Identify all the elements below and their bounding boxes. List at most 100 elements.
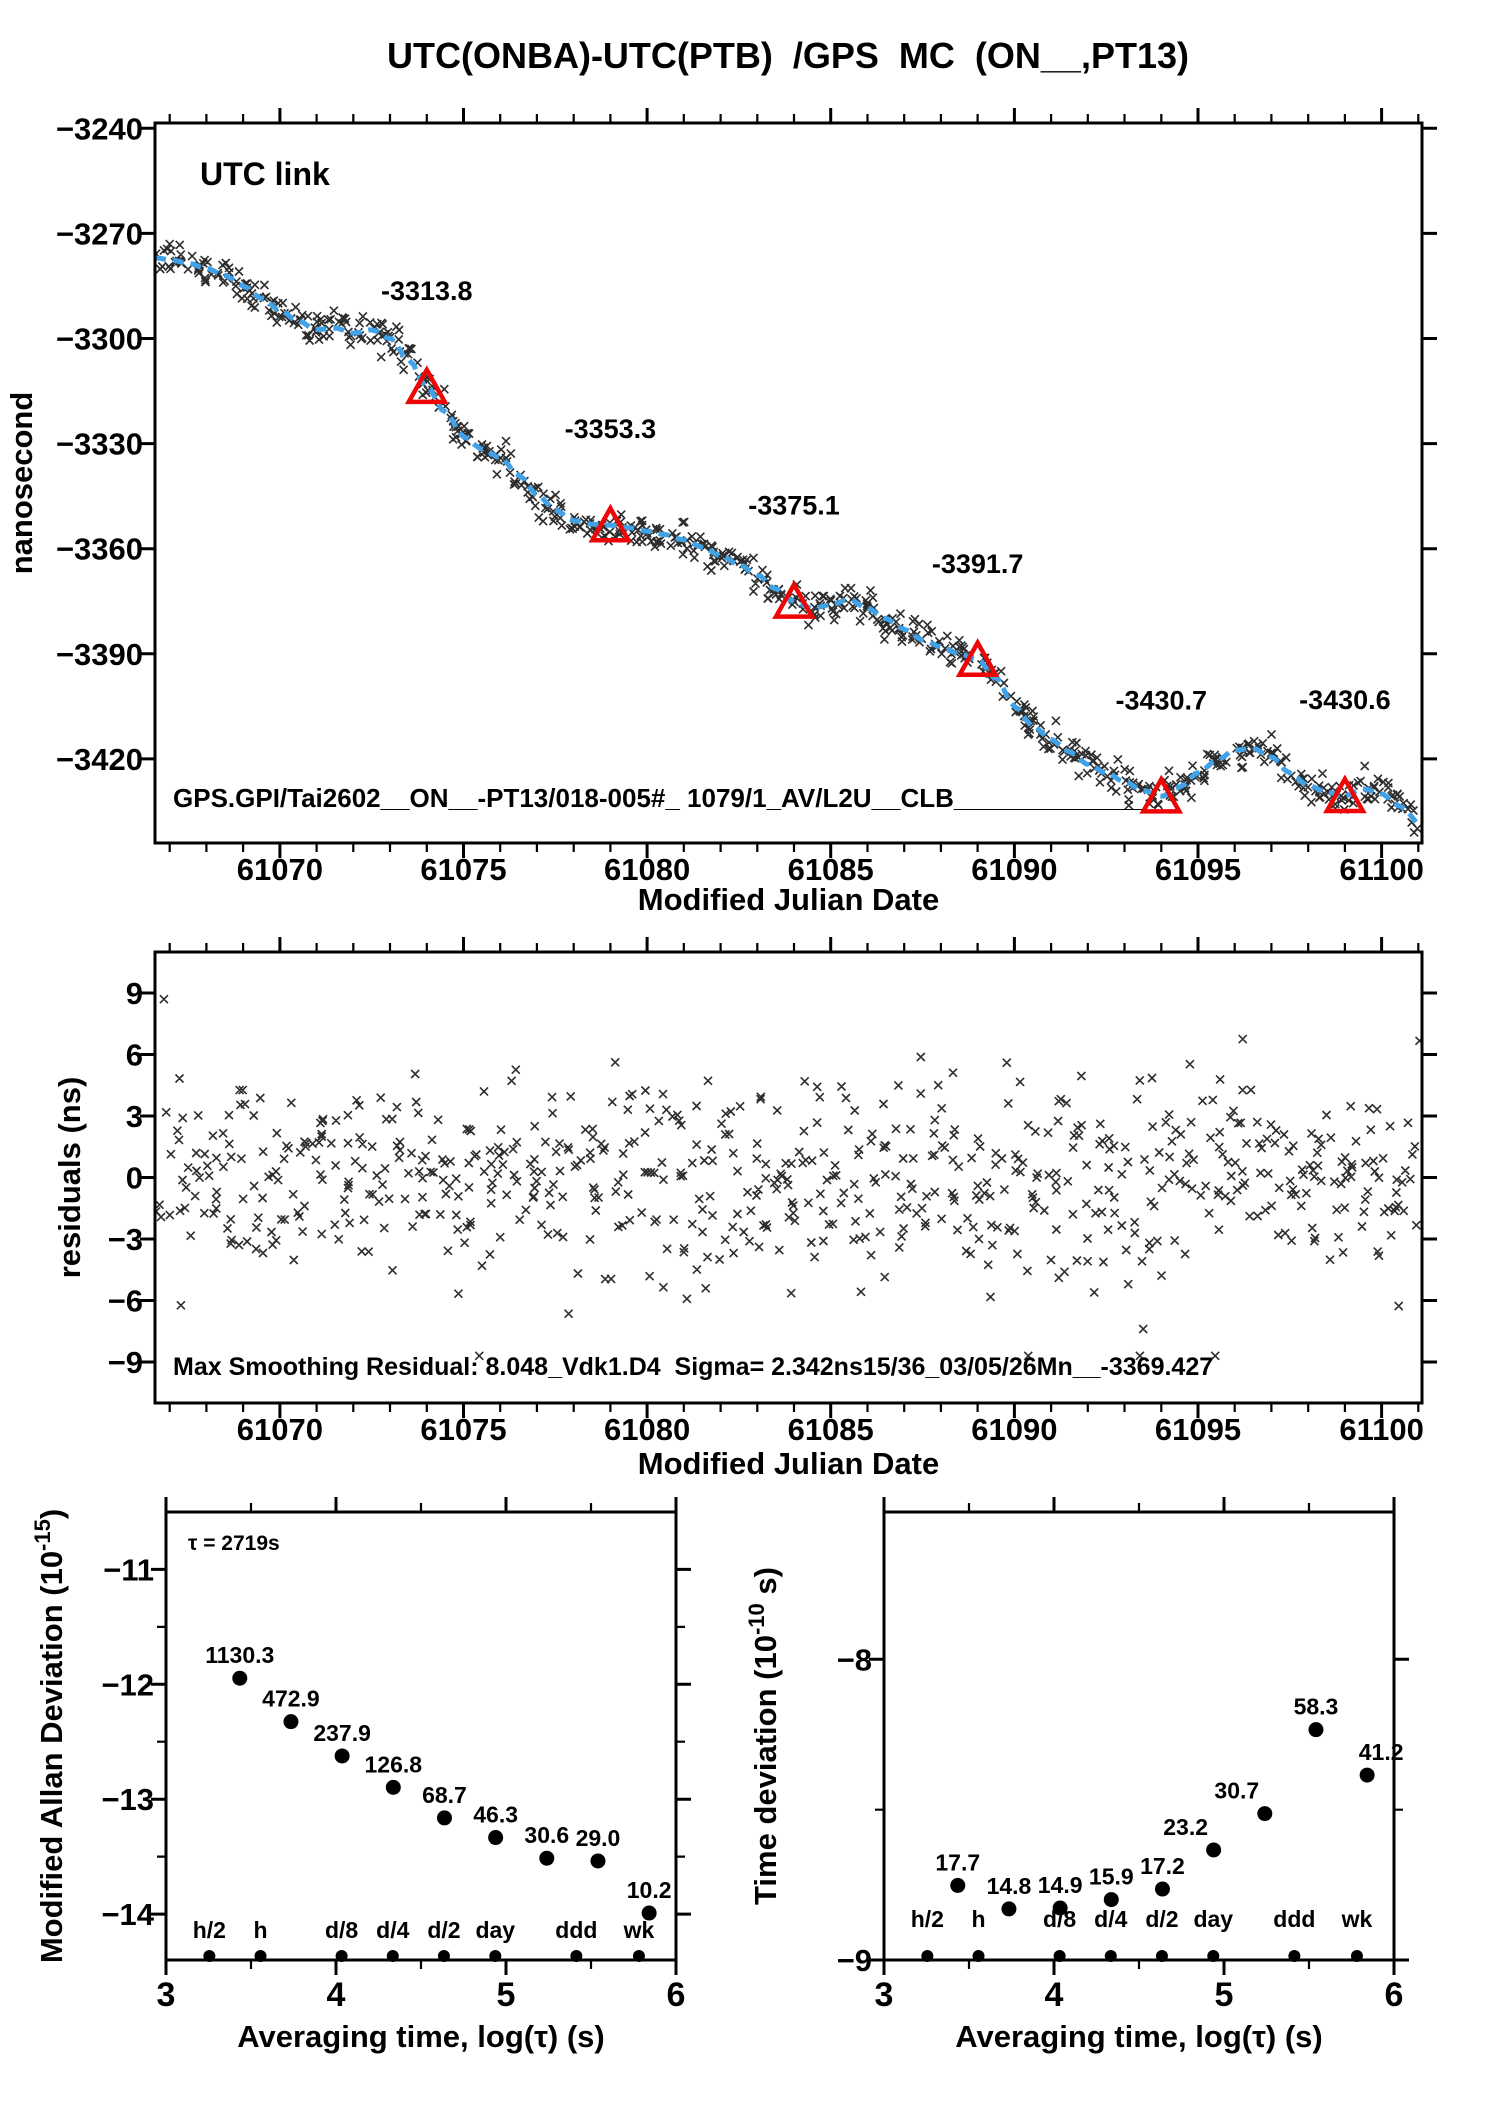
data-point-label: 1130.3	[205, 1642, 274, 1668]
x-tick-label: 5	[1215, 1976, 1234, 2014]
x-tick-label: 4	[327, 1976, 346, 2014]
utc-link-annotation: UTC link	[200, 156, 330, 192]
major-ticks	[869, 1497, 1409, 1975]
data-point-label: 14.9	[1038, 1872, 1083, 1898]
plot-frame	[164, 1510, 678, 1962]
data-point	[436, 1810, 452, 1826]
data-point	[1257, 1806, 1273, 1822]
residuals-chart: Max Smoothing Residual: 8.048_Vdk1.D4 Si…	[52, 937, 1437, 1481]
data-point-label: 46.3	[473, 1802, 518, 1828]
data-point-label: 15.9	[1089, 1864, 1134, 1890]
x-axis-title: Modified Julian Date	[638, 882, 939, 917]
calibration-label: -3430.7	[1115, 685, 1207, 715]
y-tick-label: −6	[108, 1284, 143, 1319]
dataset-label: GPS.GPI/Tai2602__ON__-PT13/018-005#_ 107…	[173, 783, 1142, 813]
data-point	[488, 1830, 504, 1846]
trend-line	[155, 255, 1422, 828]
ref-mark-label: h/2	[911, 1906, 944, 1932]
ref-mark-label: d/2	[1145, 1906, 1178, 1932]
ref-mark-label: d/4	[376, 1917, 409, 1943]
ref-mark-label: wk	[623, 1917, 655, 1943]
calibration-triangle	[955, 638, 1000, 678]
ref-mark-label: d/4	[1094, 1906, 1127, 1932]
data-point	[385, 1779, 401, 1795]
y-axis-title: nanosecond	[4, 392, 39, 575]
major-ticks	[140, 937, 1437, 1418]
data-point	[1103, 1892, 1119, 1908]
page-title: UTC(ONBA)-UTC(PTB) /GPS MC (ON__,PT13)	[387, 35, 1189, 76]
calibration-triangle	[404, 365, 449, 405]
data-point-label: 68.7	[422, 1782, 467, 1808]
y-tick-label: −3330	[56, 427, 143, 462]
scatter-points	[155, 994, 1422, 1361]
ref-mark-label: day	[1193, 1906, 1233, 1932]
tau-annotation: τ = 2719s	[188, 1532, 280, 1555]
ref-mark-label: day	[475, 1917, 515, 1943]
main-chart: -3313.8 -3353.3 -3375.1 -3391.7 -3430.7 -3430…	[4, 108, 1437, 917]
y-axis-title: Time deviation (10-10 s)	[744, 1567, 783, 1905]
ref-mark-label: d/2	[427, 1917, 460, 1943]
major-ticks	[151, 1497, 691, 1975]
ref-mark-label: ddd	[555, 1917, 597, 1943]
y-tick-label: −9	[837, 1943, 872, 1978]
ref-mark-label: d/8	[1043, 1906, 1076, 1932]
calibration-label: -3430.6	[1299, 685, 1391, 715]
x-tick-label: 3	[157, 1976, 176, 2014]
x-axis-title: Averaging time, log(τ) (s)	[955, 2019, 1323, 2054]
y-tick-label: −9	[108, 1345, 143, 1380]
calibration-label: -3375.1	[748, 491, 840, 521]
data-point-label: 126.8	[365, 1751, 423, 1777]
y-tick-label: 0	[126, 1161, 143, 1196]
x-tick-label: 6	[1385, 1976, 1404, 2014]
data-point-label: 23.2	[1163, 1814, 1208, 1840]
x-axis-title: Modified Julian Date	[638, 1446, 939, 1481]
calibration-triangle	[588, 503, 633, 543]
data-point	[950, 1877, 966, 1893]
minor-ticks	[168, 114, 1420, 852]
y-axis-title: Modified Allan Deviation (10-15)	[30, 1509, 69, 1963]
y-axis-title: residuals (ns)	[52, 1077, 87, 1279]
data-point	[539, 1850, 555, 1866]
data-point-label: 30.7	[1214, 1778, 1259, 1804]
data-point	[334, 1748, 350, 1764]
residual-note: Max Smoothing Residual: 8.048_Vdk1.D4 Si…	[173, 1353, 1213, 1381]
data-point	[1001, 1901, 1017, 1917]
data-point-label: 14.8	[987, 1873, 1032, 1899]
calibration-label: -3391.7	[932, 549, 1024, 579]
calibration-triangle	[1323, 774, 1367, 814]
data-point	[1359, 1767, 1375, 1783]
data-point-label: 29.0	[576, 1825, 621, 1851]
major-ticks	[140, 108, 1437, 858]
mdev-chart: 1130.3 472.9 237.9 126.8 68.746.330.6 29.010.…	[30, 1497, 691, 2054]
x-axis-title: Averaging time, log(τ) (s)	[237, 2019, 605, 2054]
y-tick-label: 3	[126, 1099, 143, 1134]
data-point	[232, 1670, 248, 1686]
x-tick-label: 4	[1045, 1976, 1064, 2014]
y-tick-label: −3300	[56, 322, 143, 357]
ref-mark-label: h	[971, 1906, 985, 1932]
y-tick-label: −12	[101, 1667, 154, 1702]
data-point-label: 58.3	[1294, 1694, 1339, 1720]
y-tick-label: −3420	[56, 742, 143, 777]
y-tick-label: −14	[101, 1897, 154, 1932]
ref-mark-label: d/8	[325, 1917, 358, 1943]
calibration-triangle	[772, 580, 816, 619]
data-point-label: 10.2	[627, 1877, 672, 1903]
data-point-label: 472.9	[262, 1686, 320, 1712]
x-tick-label: 5	[497, 1976, 516, 2014]
y-tick-label: 6	[126, 1038, 143, 1073]
y-tick-label: −13	[101, 1782, 154, 1817]
y-tick-label: 9	[126, 976, 143, 1011]
data-point	[590, 1853, 606, 1869]
y-tick-label: −3270	[56, 216, 143, 251]
data-point	[283, 1714, 299, 1730]
data-point-label: 237.9	[313, 1720, 371, 1746]
y-tick-label: −3240	[56, 111, 143, 146]
calibration-label: -3353.3	[565, 414, 657, 444]
data-point-label: 30.6	[524, 1822, 569, 1848]
y-tick-label: −11	[103, 1552, 154, 1587]
minor-ticks	[875, 1503, 1403, 1969]
x-tick-label: 3	[875, 1976, 894, 2014]
data-point	[1154, 1881, 1170, 1897]
data-point	[1206, 1842, 1222, 1858]
